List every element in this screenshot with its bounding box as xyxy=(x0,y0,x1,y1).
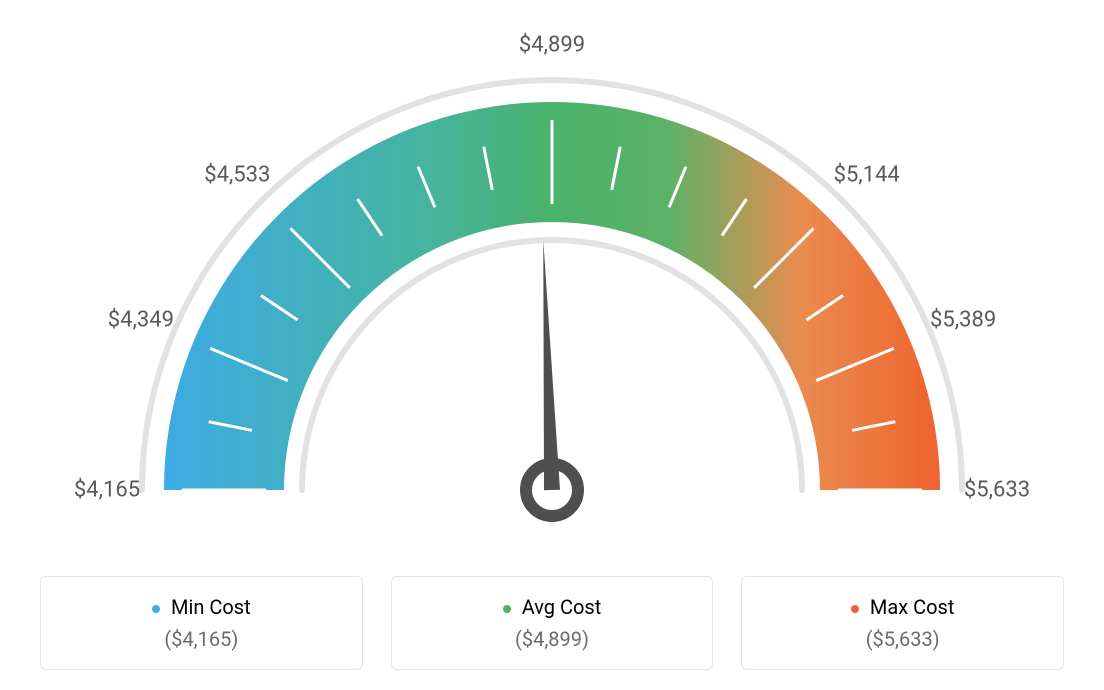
bullet-avg xyxy=(503,605,511,613)
legend-title-max: Max Cost xyxy=(752,595,1053,619)
gauge-tick-label: $5,144 xyxy=(834,163,900,188)
gauge-tick-label: $4,165 xyxy=(74,478,140,503)
legend-value-max: ($5,633) xyxy=(752,627,1053,651)
legend-card-max: Max Cost ($5,633) xyxy=(741,576,1064,670)
gauge-tick-label: $4,533 xyxy=(204,163,270,188)
gauge-tick-label: $4,349 xyxy=(108,307,174,332)
legend-card-avg: Avg Cost ($4,899) xyxy=(391,576,714,670)
legend-title-text-max: Max Cost xyxy=(870,595,955,619)
legend-title-avg: Avg Cost xyxy=(402,595,703,619)
legend-title-text-min: Min Cost xyxy=(171,595,251,619)
gauge-tick-label: $5,389 xyxy=(930,307,996,332)
legend-value-avg: ($4,899) xyxy=(402,627,703,651)
bullet-min xyxy=(152,605,160,613)
gauge-tick-label: $4,899 xyxy=(519,33,585,58)
gauge-chart: $4,165 $4,349 $4,533 $4,899 $5,144 $5,389 $5,6… xyxy=(0,0,1104,560)
legend-value-min: ($4,165) xyxy=(51,627,352,651)
legend-title-text-avg: Avg Cost xyxy=(522,595,602,619)
legend-title-min: Min Cost xyxy=(51,595,352,619)
gauge-svg xyxy=(0,0,1104,560)
legend-row: Min Cost ($4,165) Avg Cost ($4,899) Max … xyxy=(0,576,1104,670)
bullet-max xyxy=(851,605,859,613)
gauge-tick-label: $5,633 xyxy=(964,478,1030,503)
legend-card-min: Min Cost ($4,165) xyxy=(40,576,363,670)
